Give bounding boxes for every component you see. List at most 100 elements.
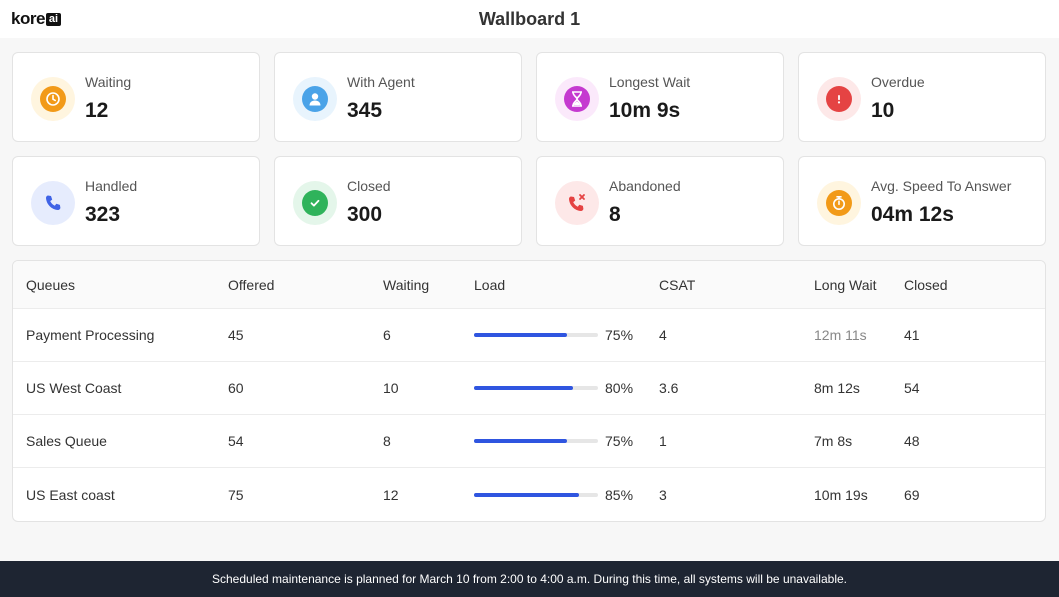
load-bar-fill xyxy=(474,439,567,443)
closed-count: 41 xyxy=(904,327,920,343)
header-bar: kore ai Wallboard 1 xyxy=(0,0,1059,38)
column-header-long-wait[interactable]: Long Wait xyxy=(814,276,877,293)
metric-value: 8 xyxy=(609,203,621,226)
stopwatch-icon xyxy=(826,190,852,216)
metric-value: 300 xyxy=(347,203,383,226)
closed-count: 69 xyxy=(904,486,920,503)
phone-missed-icon xyxy=(564,190,590,216)
logo-text: kore xyxy=(11,9,45,28)
load-cell: 75% xyxy=(474,309,633,361)
load-bar-fill xyxy=(474,386,574,390)
metric-card-with-agent: With Agent 345 xyxy=(274,52,522,142)
waiting-count: 12 xyxy=(383,486,399,503)
load-bar xyxy=(474,333,598,337)
table-header: Queues Offered Waiting Load CSAT Long Wa… xyxy=(13,261,1045,309)
metric-card-abandoned: Abandoned 8 xyxy=(536,156,784,246)
table-row[interactable]: Sales Queue 54 8 75% 1 7m 8s 48 xyxy=(13,415,1045,468)
metric-card-waiting: Waiting 12 xyxy=(12,52,260,142)
waiting-count: 6 xyxy=(383,327,391,343)
check-circle-icon xyxy=(302,190,328,216)
table-row[interactable]: Payment Processing 45 6 75% 4 12m 11s 41 xyxy=(13,309,1045,362)
metric-value: 10 xyxy=(871,99,895,122)
metric-label: Overdue xyxy=(871,74,925,90)
metric-icon-wrap xyxy=(293,181,337,225)
metric-card-overdue: Overdue 10 xyxy=(798,52,1046,142)
long-wait-time: 7m 8s xyxy=(814,433,853,449)
metric-card-handled: Handled 323 xyxy=(12,156,260,246)
load-bar-fill xyxy=(474,333,567,337)
queue-name: US East coast xyxy=(26,486,115,503)
metric-cards: Waiting 12 With Agent 345 Longest Wait 1… xyxy=(12,52,1046,246)
offered-count: 54 xyxy=(228,433,244,449)
metric-label: With Agent xyxy=(347,74,415,90)
waiting-count: 8 xyxy=(383,433,391,449)
maintenance-message: Scheduled maintenance is planned for Mar… xyxy=(212,572,847,586)
kore-ai-logo[interactable]: kore ai xyxy=(11,9,62,29)
hourglass-icon xyxy=(564,86,590,112)
page-title: Wallboard 1 xyxy=(478,9,581,29)
metric-label: Abandoned xyxy=(609,178,681,194)
load-bar xyxy=(474,439,598,443)
metric-icon-wrap xyxy=(31,77,75,121)
long-wait-time: 8m 12s xyxy=(814,380,860,396)
column-header-queues[interactable]: Queues xyxy=(26,276,76,293)
metric-label: Closed xyxy=(347,178,391,194)
load-bar-fill xyxy=(474,492,580,497)
long-wait-time: 12m 11s xyxy=(814,327,867,343)
metric-card-closed: Closed 300 xyxy=(274,156,522,246)
closed-count: 48 xyxy=(904,433,920,449)
queue-name: US West Coast xyxy=(26,380,122,396)
phone-icon xyxy=(40,190,66,216)
load-percent: 80% xyxy=(605,380,634,396)
metric-icon-wrap xyxy=(555,77,599,121)
csat-score: 3.6 xyxy=(659,380,679,396)
load-percent: 85% xyxy=(605,486,634,503)
metric-icon-wrap xyxy=(555,181,599,225)
user-icon xyxy=(302,86,328,112)
logo-badge: ai xyxy=(45,12,62,26)
metric-value: 04m 12s xyxy=(871,203,954,226)
alert-icon xyxy=(826,86,852,112)
load-percent: 75% xyxy=(605,433,634,449)
metric-card-avg-speed-to-answer: Avg. Speed To Answer 04m 12s xyxy=(798,156,1046,246)
queue-name: Payment Processing xyxy=(26,327,155,343)
metric-icon-wrap xyxy=(817,77,861,121)
metric-value: 12 xyxy=(85,99,109,122)
csat-score: 3 xyxy=(659,486,667,503)
metric-icon-wrap xyxy=(293,77,337,121)
table-row[interactable]: US East coast 75 12 85% 3 10m 19s 69 xyxy=(13,468,1045,521)
metric-icon-wrap xyxy=(31,181,75,225)
offered-count: 60 xyxy=(228,380,244,396)
waiting-count: 10 xyxy=(383,380,399,396)
load-cell: 75% xyxy=(474,415,633,467)
closed-count: 54 xyxy=(904,380,920,396)
column-header-offered[interactable]: Offered xyxy=(228,276,275,293)
csat-score: 1 xyxy=(659,433,667,449)
metric-label: Avg. Speed To Answer xyxy=(871,178,1012,194)
load-bar xyxy=(474,386,598,390)
metric-label: Waiting xyxy=(85,74,132,90)
load-bar xyxy=(474,492,598,497)
offered-count: 45 xyxy=(228,327,244,343)
csat-score: 4 xyxy=(659,327,667,343)
metric-value: 323 xyxy=(85,203,121,226)
queue-name: Sales Queue xyxy=(26,433,107,449)
long-wait-time: 10m 19s xyxy=(814,486,868,503)
clock-icon xyxy=(40,86,66,112)
maintenance-banner: Scheduled maintenance is planned for Mar… xyxy=(0,561,1059,597)
metric-label: Handled xyxy=(85,178,138,194)
metric-value: 345 xyxy=(347,99,383,122)
queues-table: Queues Offered Waiting Load CSAT Long Wa… xyxy=(12,260,1046,522)
metric-value: 10m 9s xyxy=(609,99,681,122)
metric-icon-wrap xyxy=(817,181,861,225)
load-cell: 80% xyxy=(474,362,633,414)
load-cell: 85% xyxy=(474,468,633,521)
column-header-csat[interactable]: CSAT xyxy=(659,276,696,293)
metric-card-longest-wait: Longest Wait 10m 9s xyxy=(536,52,784,142)
column-header-closed[interactable]: Closed xyxy=(904,276,948,293)
column-header-load[interactable]: Load xyxy=(474,276,506,293)
column-header-waiting[interactable]: Waiting xyxy=(383,276,430,293)
load-percent: 75% xyxy=(605,327,634,343)
table-row[interactable]: US West Coast 60 10 80% 3.6 8m 12s 54 xyxy=(13,362,1045,415)
metric-label: Longest Wait xyxy=(609,74,691,90)
